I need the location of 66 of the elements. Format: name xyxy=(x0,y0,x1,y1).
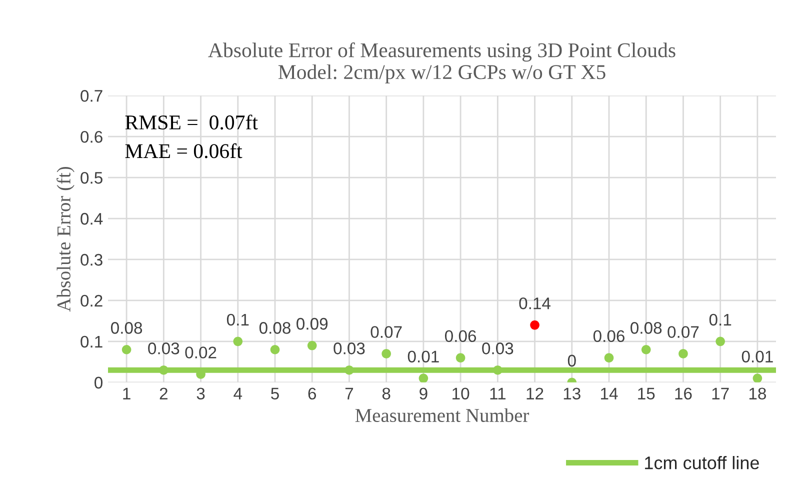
data-label: 0 xyxy=(568,354,576,367)
point xyxy=(604,353,614,362)
point xyxy=(530,320,540,330)
y-tick-label: 0 xyxy=(94,376,102,389)
x-tick-label: 8 xyxy=(382,388,390,400)
data-label: 0.02 xyxy=(185,346,216,358)
x-tick-label: 14 xyxy=(601,388,618,400)
point xyxy=(418,374,428,382)
point xyxy=(270,344,280,354)
y-tick-label: 0.6 xyxy=(80,130,102,143)
data-label: 0.14 xyxy=(519,297,551,310)
point xyxy=(456,353,466,362)
x-tick-label: 18 xyxy=(749,388,766,400)
y-tick-label: 0.3 xyxy=(80,254,102,266)
data-label: 0.07 xyxy=(668,326,699,338)
point xyxy=(122,344,132,354)
data-label: 0.08 xyxy=(630,322,662,334)
x-axis-title: Measurement Number xyxy=(355,408,530,422)
x-tick-label: 5 xyxy=(271,388,279,400)
annotation: MAE = 0.06ft xyxy=(125,143,242,158)
point xyxy=(233,336,243,346)
legend-label: 1cm cutoff line xyxy=(645,456,759,470)
chart-title: Absolute Error of Measurements using 3D Point Clouds Model: 2cm/px w/12 GCPs w/o GT X5 xyxy=(208,42,676,84)
data-label: 0.08 xyxy=(110,322,142,334)
data-label: 0.03 xyxy=(482,342,514,354)
data-label: 0.09 xyxy=(296,318,328,330)
y-tick-label: 0.1 xyxy=(80,336,102,348)
data-label: 0.1 xyxy=(709,314,732,326)
data-label: 0.01 xyxy=(742,350,773,363)
point xyxy=(752,374,762,382)
x-tick-label: 3 xyxy=(196,388,205,400)
x-tick-label: 10 xyxy=(452,388,470,400)
x-tick-label: 15 xyxy=(638,388,655,400)
annotation: RMSE = 0.07ft xyxy=(125,114,258,130)
x-tick-label: 2 xyxy=(160,388,168,400)
point xyxy=(641,344,651,354)
data-label: 0.06 xyxy=(593,330,624,342)
x-tick-label: 12 xyxy=(526,388,544,400)
y-axis-title: Absolute Error (ft) xyxy=(56,166,74,312)
point xyxy=(159,365,168,375)
point xyxy=(382,349,391,358)
y-tick-label: 0.2 xyxy=(80,294,102,307)
point xyxy=(344,365,354,375)
point xyxy=(493,365,502,375)
y-tick-label: 0.7 xyxy=(80,90,102,102)
x-tick-label: 7 xyxy=(345,388,354,400)
data-label: 0.07 xyxy=(370,326,402,338)
data-label: 0.08 xyxy=(259,322,290,334)
x-tick-label: 16 xyxy=(675,388,692,400)
x-tick-label: 1 xyxy=(123,388,130,400)
x-tick-label: 13 xyxy=(564,388,580,400)
data-label: 0.06 xyxy=(444,330,476,342)
y-tick-label: 0.4 xyxy=(80,212,103,225)
x-tick-label: 9 xyxy=(420,388,428,400)
x-tick-label: 6 xyxy=(308,388,316,400)
x-tick-label: 4 xyxy=(234,388,242,400)
point xyxy=(678,349,688,358)
x-tick-label: 17 xyxy=(712,388,729,400)
data-label: 0.03 xyxy=(334,342,365,354)
point xyxy=(716,336,725,346)
point xyxy=(307,340,317,350)
data-label: 0.1 xyxy=(226,314,249,326)
data-label: 0.01 xyxy=(408,350,439,363)
y-tick-label: 0.5 xyxy=(80,172,102,184)
data-label: 0.03 xyxy=(148,342,180,354)
x-tick-label: 11 xyxy=(490,388,506,400)
